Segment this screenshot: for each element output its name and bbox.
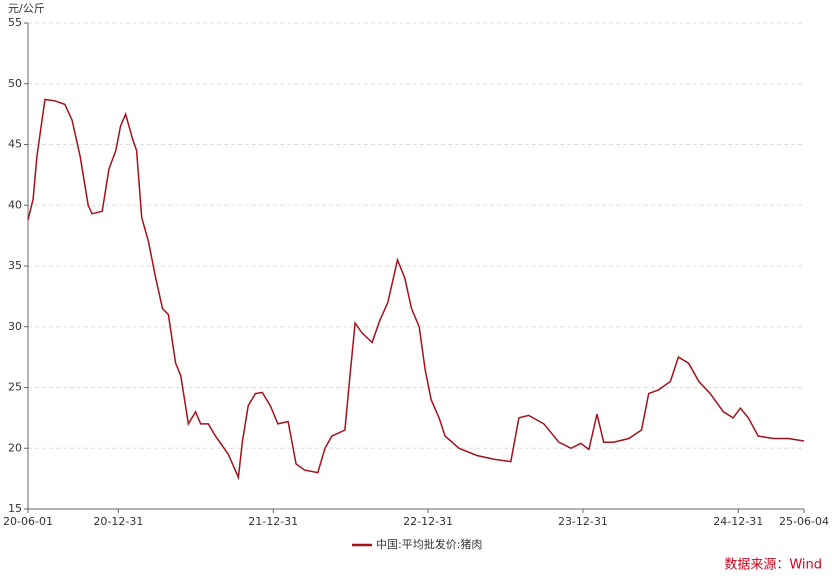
y-tick-label: 20 <box>8 441 22 454</box>
x-tick-label: 22-12-31 <box>403 515 453 528</box>
x-tick-label: 24-12-31 <box>713 515 763 528</box>
y-tick-label: 50 <box>8 77 22 90</box>
y-tick-label: 40 <box>8 198 22 211</box>
x-tick-label: 20-06-01 <box>3 515 53 528</box>
y-tick-label: 35 <box>8 259 22 272</box>
y-tick-label: 25 <box>8 381 22 394</box>
source-note: 数据来源：Wind <box>724 558 822 573</box>
x-tick-label: 25-06-04 <box>779 515 829 528</box>
y-tick-label: 45 <box>8 138 22 151</box>
y-tick-label: 30 <box>8 320 22 333</box>
y-tick-label: 15 <box>8 502 22 515</box>
x-tick-label: 23-12-31 <box>558 515 608 528</box>
data-line <box>27 98 805 481</box>
legend-label: 中国:平均批发价:猪肉 <box>376 537 482 551</box>
x-tick-label: 20-12-31 <box>93 515 143 528</box>
x-tick-label: 21-12-31 <box>248 515 298 528</box>
y-tick-label: 55 <box>8 16 22 29</box>
y-axis-label: 元/公斤 <box>8 2 45 15</box>
